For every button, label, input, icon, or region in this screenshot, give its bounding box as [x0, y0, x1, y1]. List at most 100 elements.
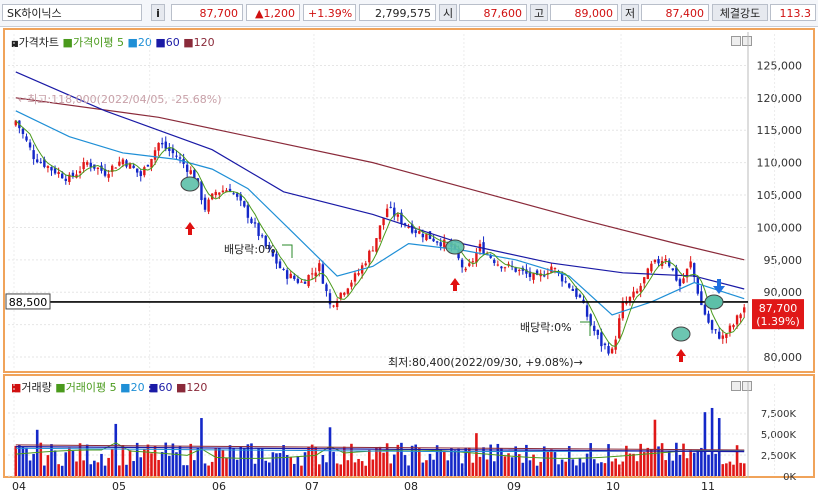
candle-body — [128, 163, 132, 169]
candle-body — [364, 263, 367, 266]
price-chart-panel[interactable]: ■가격차트 ■가격이평 5 ■20 ■60 ■120 — [3, 28, 815, 373]
candle-body — [693, 263, 696, 277]
volume-bar — [132, 461, 135, 476]
buy-arrow-icon — [676, 349, 686, 362]
x-month-label: 11 — [701, 480, 715, 493]
candle-body — [160, 142, 164, 145]
candle-body — [464, 268, 467, 271]
volume-bar — [739, 462, 742, 476]
ma120-line — [15, 97, 745, 261]
open-label: 시 — [439, 4, 457, 21]
volume-bar — [485, 459, 489, 476]
volume-bar — [707, 454, 710, 476]
volume-bar — [310, 444, 314, 476]
candle-body — [439, 242, 442, 247]
candle-body — [28, 142, 32, 148]
volume-bar — [414, 444, 418, 476]
volume-bar — [660, 443, 664, 476]
candle-body — [528, 271, 532, 277]
volume-bar — [50, 444, 53, 476]
volume-bar — [567, 446, 571, 476]
volume-bar — [214, 447, 218, 476]
volume-bar — [14, 445, 18, 476]
candle-body — [193, 170, 196, 179]
current-price: 87,700 — [171, 4, 243, 21]
volume-bar — [39, 442, 43, 476]
volume-value: 2,799,575 — [359, 4, 436, 21]
volume-close-icon[interactable] — [742, 381, 752, 391]
volume-bar — [160, 451, 164, 476]
candle-body — [689, 261, 692, 268]
volume-bar — [550, 449, 553, 476]
volume-ma120-line — [15, 444, 745, 451]
panel-close-icon[interactable] — [742, 36, 752, 46]
candle-body — [460, 259, 464, 268]
candle-body — [471, 261, 475, 263]
volume-bar — [396, 444, 400, 476]
candle-body — [514, 267, 517, 272]
volume-tick-label: 0K — [783, 472, 796, 483]
volume-bar — [171, 443, 175, 476]
ma5-line — [15, 120, 745, 348]
volume-panel-title: ■거래량 ■거래이평 5 ■20 ■60 ■120 — [11, 381, 208, 394]
volume-bar — [692, 452, 696, 476]
volume-bar — [721, 464, 725, 476]
candle-body — [668, 260, 671, 267]
candle-body — [575, 288, 578, 297]
volume-bar — [403, 455, 407, 476]
reference-label-box — [5, 293, 51, 310]
candle-body — [382, 218, 385, 226]
volume-bar — [293, 463, 296, 476]
volume-bar — [467, 447, 471, 476]
low-label: 저 — [621, 4, 639, 21]
volume-bar — [742, 463, 746, 476]
candle-body — [403, 223, 407, 225]
panel-minimize-icon[interactable] — [731, 36, 741, 46]
volume-bar — [392, 454, 396, 476]
volume-minimize-icon[interactable] — [731, 381, 741, 391]
quote-bar: SK하이닉스 i 87,700 ▲1,200 +1.39% 2,799,575 … — [0, 0, 818, 27]
volume-bar — [32, 453, 35, 476]
candle-body — [293, 275, 296, 279]
candle-body — [618, 318, 621, 339]
candle-body — [657, 259, 660, 264]
candle-body — [171, 148, 175, 154]
volume-bar — [653, 419, 657, 476]
candle-body — [543, 275, 546, 277]
candle-body — [25, 136, 28, 141]
volume-bar — [18, 445, 21, 476]
volume-bar — [317, 464, 321, 476]
x-month-label: 06 — [212, 480, 226, 493]
candle-body — [64, 178, 67, 181]
price-tick-label: 120,000 — [757, 92, 803, 105]
volume-bar — [400, 442, 403, 476]
candle-body — [578, 294, 582, 298]
volume-bar — [639, 443, 642, 476]
volume-bar — [60, 465, 64, 476]
candle-body — [414, 230, 417, 234]
volume-bar — [68, 447, 71, 476]
candle-body — [118, 161, 121, 166]
dividend-label-1: 배당락:0% — [224, 243, 276, 256]
volume-bar — [200, 418, 203, 476]
stock-name-field[interactable]: SK하이닉스 — [2, 4, 142, 21]
volume-bar — [271, 452, 275, 476]
candle-body — [225, 190, 228, 193]
volume-bar — [492, 461, 496, 476]
volume-bar — [103, 465, 107, 476]
candle-body — [675, 267, 678, 281]
candle-body — [232, 193, 235, 195]
candle-body — [735, 315, 739, 325]
volume-bar — [457, 448, 460, 476]
volume-bar — [225, 457, 228, 476]
volume-bar — [360, 461, 364, 476]
info-icon[interactable]: i — [151, 4, 165, 21]
volume-bar — [678, 454, 682, 476]
candle-body — [685, 268, 689, 278]
candle-body — [239, 194, 242, 201]
volume-bar — [446, 460, 450, 476]
buy-arrow-icon — [185, 222, 195, 235]
candle-body — [275, 253, 278, 264]
volume-bar — [282, 444, 285, 476]
volume-bar — [460, 463, 464, 476]
